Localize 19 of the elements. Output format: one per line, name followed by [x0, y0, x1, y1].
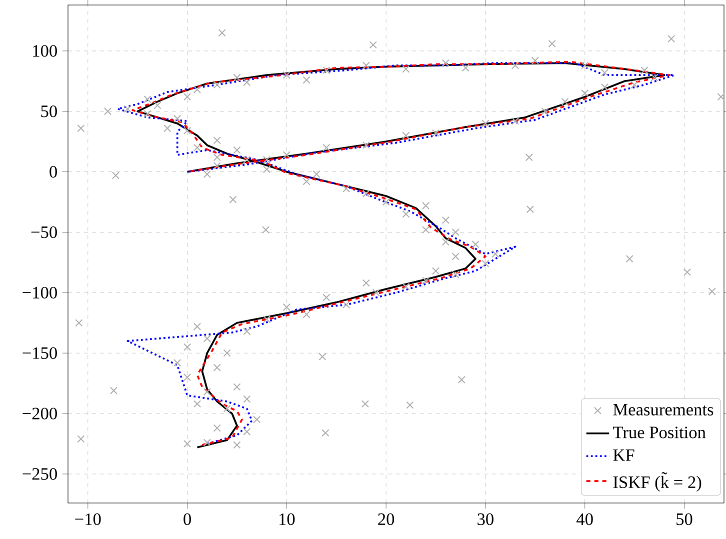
x-tick-label: 40	[576, 513, 593, 526]
legend-label: ISKF (k̃ = 2)	[613, 472, 702, 492]
y-tick-label: 50	[41, 106, 57, 118]
y-tick-label: −250	[22, 468, 57, 480]
y-tick-label: −150	[22, 347, 57, 359]
y-tick-label: −200	[22, 408, 57, 420]
x-tick-label: 20	[378, 513, 394, 526]
x-tick-label: −10	[75, 513, 101, 526]
x-tick-label: 10	[280, 513, 295, 526]
legend-label: KF	[613, 449, 634, 461]
x-tick-label: 30	[478, 513, 494, 526]
y-tick-label: 0	[50, 166, 57, 178]
y-tick-label: −100	[22, 286, 57, 299]
y-tick-label: −50	[31, 226, 57, 238]
legend-label: Measurements	[613, 404, 714, 416]
x-tick-label: 0	[184, 513, 191, 526]
x-tick-label: 50	[676, 513, 692, 526]
y-tick-label: 100	[33, 45, 57, 57]
legend-label: True Position	[613, 426, 706, 438]
